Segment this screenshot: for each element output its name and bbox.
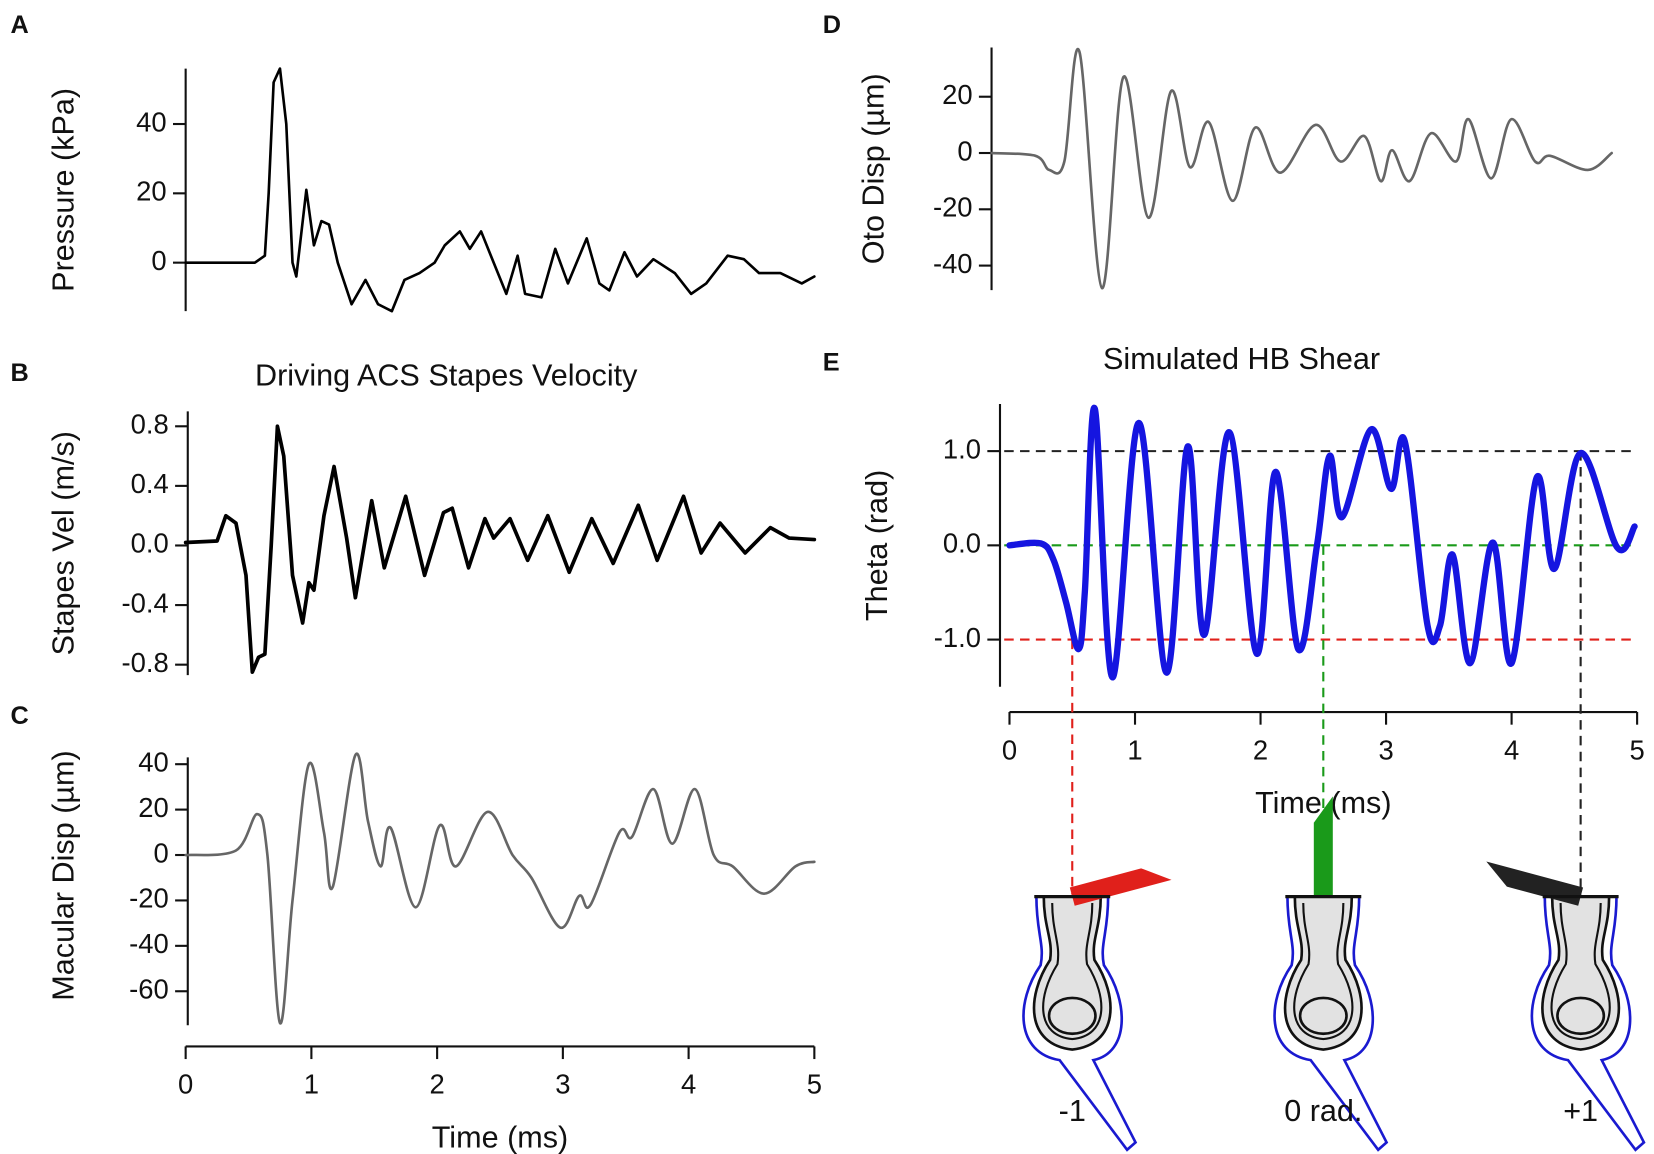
x-tick-label: 0 — [178, 1069, 193, 1100]
y-tick-label: 20 — [942, 79, 972, 110]
x-tick-label: 2 — [1253, 734, 1268, 765]
hair-cell-support — [1273, 896, 1389, 1152]
panel-letter: E — [823, 349, 840, 377]
y-tick-label: 40 — [138, 746, 168, 777]
hair-cell-label: +1 — [1563, 1094, 1598, 1128]
panel-letter: C — [11, 702, 29, 730]
y-tick-label: -40 — [129, 928, 169, 959]
hair-cell-body — [1032, 895, 1112, 1051]
x-tick-label: 1 — [1127, 734, 1142, 765]
panel-letter: A — [11, 11, 29, 39]
y-tick-label: 0.4 — [131, 468, 169, 499]
panel-letter: B — [11, 359, 29, 387]
y-tick-label: -20 — [933, 192, 973, 223]
y-tick-label: 1.0 — [943, 433, 981, 464]
x-tick-label: 5 — [1629, 734, 1644, 765]
y-axis-label: Theta (rad) — [860, 470, 894, 621]
chart-title: Driving ACS Stapes Velocity — [255, 359, 638, 393]
hair-cell-body — [1283, 895, 1363, 1051]
y-tick-label: -0.8 — [122, 647, 169, 678]
hair-cell-inner — [1293, 902, 1354, 1041]
y-axis-label: Stapes Vel (m/s) — [46, 431, 80, 655]
y-tick-label: 20 — [136, 176, 166, 207]
hair-cell-label: 0 rad. — [1284, 1094, 1362, 1128]
trace-line — [183, 424, 817, 674]
hair-bundle — [1486, 861, 1584, 906]
nucleus — [1047, 996, 1097, 1036]
x-tick-label: 5 — [807, 1069, 822, 1100]
panel-letter: D — [823, 11, 841, 39]
hair-cell-support — [1022, 896, 1138, 1152]
y-tick-label: -20 — [129, 883, 169, 914]
hair-cell-inner — [1550, 902, 1611, 1041]
hair-cell — [1022, 868, 1172, 1152]
y-tick-label: 0.0 — [131, 528, 169, 559]
x-tick-label: 0 — [1002, 734, 1017, 765]
x-axis-label: Time (ms) — [432, 1120, 568, 1154]
trace-line — [990, 47, 1614, 290]
y-tick-label: 0.0 — [943, 528, 981, 559]
y-tick-label: -0.4 — [122, 587, 169, 618]
trace-line — [1006, 404, 1638, 681]
y-tick-label: -1.0 — [934, 622, 981, 653]
y-tick-label: 0 — [154, 837, 169, 868]
nucleus — [1298, 996, 1348, 1036]
hair-cell-support — [1530, 896, 1646, 1152]
trace-line — [184, 752, 816, 1025]
x-tick-label: 3 — [555, 1069, 570, 1100]
hair-cell — [1273, 796, 1389, 1152]
x-tick-label: 3 — [1378, 734, 1393, 765]
hair-bundle — [1313, 796, 1333, 897]
hair-bundle — [1069, 868, 1172, 906]
y-axis-label: Oto Disp (µm) — [857, 73, 891, 264]
y-tick-label: 0 — [957, 135, 972, 166]
y-axis-label: Macular Disp (µm) — [46, 750, 80, 1000]
y-tick-label: -40 — [933, 248, 973, 279]
x-tick-label: 1 — [304, 1069, 319, 1100]
y-tick-label: 0.8 — [131, 409, 169, 440]
nucleus — [1556, 996, 1606, 1036]
hair-cell — [1486, 861, 1646, 1152]
trace-line — [184, 67, 816, 313]
y-axis-label: Pressure (kPa) — [46, 88, 80, 292]
hair-cell-inner — [1042, 902, 1103, 1041]
y-tick-label: 20 — [138, 792, 168, 823]
x-tick-label: 2 — [430, 1069, 445, 1100]
y-tick-label: 40 — [136, 106, 166, 137]
x-tick-label: 4 — [681, 1069, 696, 1100]
y-tick-label: -60 — [129, 974, 169, 1005]
chart-title: Simulated HB Shear — [1103, 342, 1380, 376]
hair-cell-body — [1541, 895, 1621, 1051]
hair-cell-label: -1 — [1059, 1094, 1086, 1128]
x-tick-label: 4 — [1504, 734, 1519, 765]
y-tick-label: 0 — [151, 245, 166, 276]
